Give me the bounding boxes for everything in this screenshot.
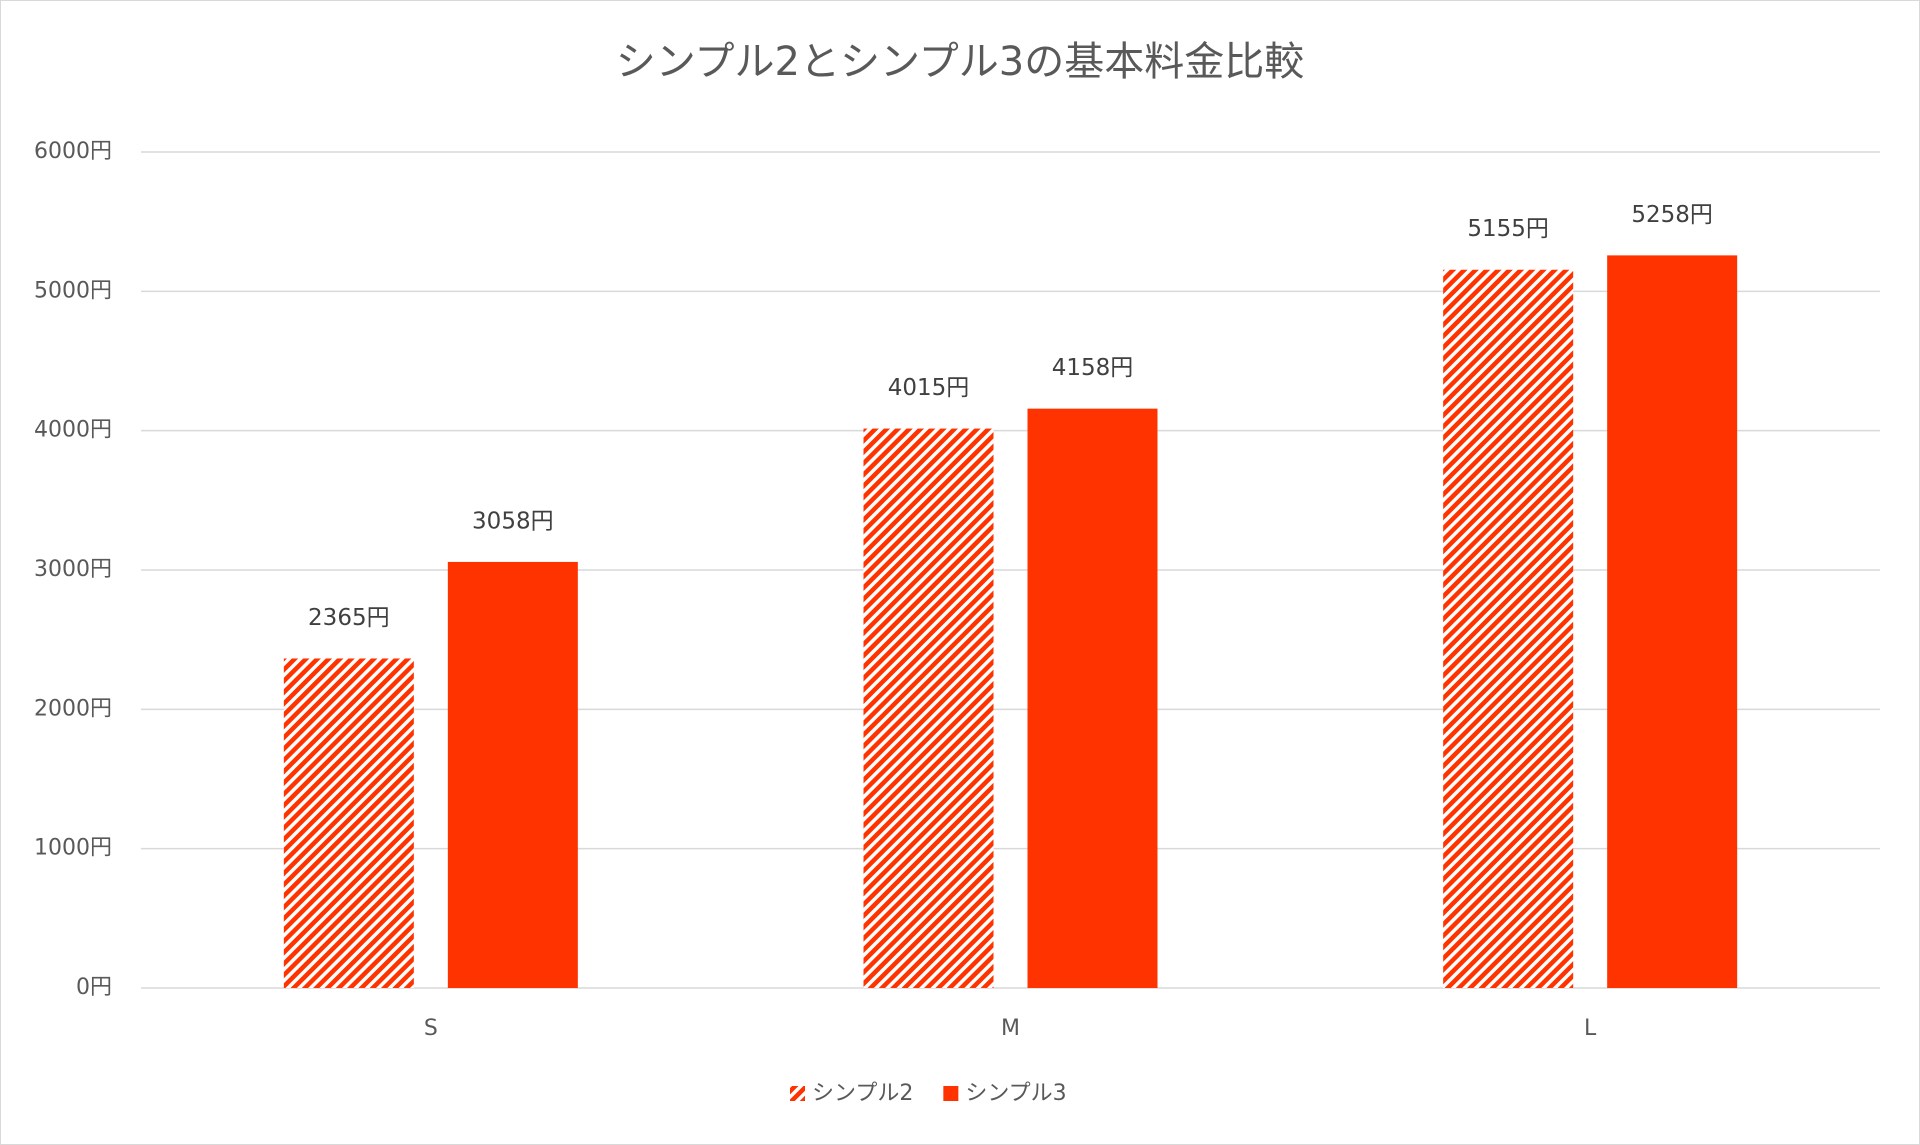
y-tick-label: 0円 — [76, 975, 112, 1000]
x-tick-label: M — [1001, 1016, 1020, 1041]
legend-swatch — [943, 1086, 959, 1101]
y-tick-label: 6000円 — [34, 139, 112, 164]
legend-label: シンプル3 — [965, 1081, 1066, 1106]
y-tick-label: 5000円 — [34, 278, 112, 303]
bar — [1607, 255, 1738, 989]
legend-swatch — [790, 1086, 805, 1101]
value-label: 2365円 — [308, 605, 390, 631]
y-tick-label: 2000円 — [34, 696, 112, 721]
bar — [1027, 408, 1158, 989]
value-label: 4158円 — [1052, 355, 1134, 381]
value-label: 4015円 — [888, 375, 970, 401]
value-label: 3058円 — [472, 508, 554, 534]
bar — [863, 428, 994, 988]
chart-title: シンプル2とシンプル3の基本料金比較 — [616, 39, 1305, 85]
y-tick-label: 1000円 — [34, 836, 112, 861]
x-tick-label: S — [424, 1016, 438, 1041]
y-tick-label: 4000円 — [34, 418, 112, 443]
legend-label: シンプル2 — [812, 1081, 913, 1106]
bar — [283, 658, 414, 988]
bar — [1443, 269, 1574, 988]
bar — [447, 561, 578, 988]
value-label: 5155円 — [1467, 216, 1549, 242]
y-tick-label: 3000円 — [34, 557, 112, 582]
value-label: 5258円 — [1631, 202, 1713, 228]
x-tick-label: L — [1584, 1016, 1597, 1041]
